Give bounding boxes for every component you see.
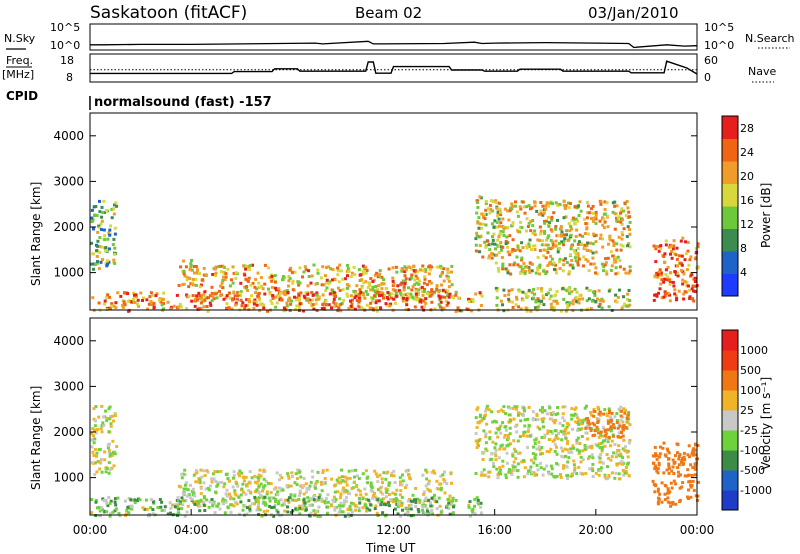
colorbar-swatch-2 [722, 450, 738, 471]
colorbar-swatch-1 [722, 251, 738, 274]
colorbar-tick-3: 25 [740, 404, 754, 417]
echo-region-0 [90, 404, 119, 476]
cpid-program-text: normalsound (fast) -157 [94, 95, 272, 110]
frequency-frame [89, 53, 698, 83]
nsearch-label: N.Search [745, 32, 795, 45]
noise-frame [89, 23, 698, 51]
colorbar-tick-1: 8 [740, 242, 747, 255]
frequency-panel: Freq. [MHz] 18 8 60 0 Nave [2, 53, 776, 84]
power-frame [89, 112, 698, 311]
noise-right-tick-top: 10^5 [704, 21, 734, 34]
station-title: Saskatoon (fitACF) [90, 3, 247, 23]
colorbar-tick-2: 100 [740, 384, 761, 397]
colorbar-swatch-7 [722, 350, 738, 371]
xtick-label-0: 00:00 [73, 523, 108, 537]
colorbar-tick-7: -1000 [740, 484, 772, 497]
echo-region-2 [90, 495, 483, 518]
nave-label: Nave [748, 65, 776, 78]
ytick-label-3: 4000 [53, 129, 84, 143]
echo-region-4 [474, 195, 503, 260]
colorbar-swatch-3 [722, 206, 738, 229]
power-colorbar-label: Power [dB] [759, 183, 773, 248]
ytick-label-0: 1000 [53, 471, 84, 485]
nave-tick-top: 60 [704, 54, 718, 67]
colorbar-tick-0: 1000 [740, 344, 768, 357]
time-axis-label: Time UT [365, 541, 416, 554]
colorbar-tick-0: 4 [740, 266, 747, 279]
colorbar-tick-3: 16 [740, 194, 754, 207]
colorbar-swatch-8 [722, 330, 738, 351]
colorbar-tick-5: -100 [740, 444, 765, 457]
noise-panel: N.Sky 10^5 10^0 10^5 10^0 N.Search [4, 21, 795, 52]
freq-label: Freq. [6, 54, 33, 67]
noise-left-tick-bottom: 10^0 [50, 39, 80, 52]
xtick-label-1: 04:00 [174, 523, 209, 537]
echo-region-2 [191, 263, 454, 303]
xtick-label-3: 12:00 [376, 523, 411, 537]
colorbar-swatch-6 [722, 138, 738, 162]
freq-unit-label: [MHz] [2, 68, 34, 81]
colorbar-frame [721, 329, 739, 511]
cpid-label: CPID [6, 89, 38, 103]
ytick-label-1: 2000 [53, 220, 84, 234]
xtick-label-5: 20:00 [579, 523, 614, 537]
noise-left-tick-top: 10^5 [50, 21, 80, 34]
power-panel: Slant Range [km] 1000 2000 3000 4000 4 8 12 16… [29, 112, 773, 313]
echo-region-3 [474, 404, 632, 481]
colorbar-swatch-5 [722, 161, 738, 184]
colorbar-swatch-0 [722, 490, 738, 511]
colorbar-swatch-2 [722, 228, 738, 252]
colorbar-tick-4: -25 [740, 424, 758, 437]
xtick-label-6: 00:00 [680, 523, 715, 537]
ytick-label-0: 1000 [53, 266, 84, 280]
velocity-ylabel: Slant Range [km] [29, 386, 43, 490]
date-title: 03/Jan/2010 [588, 4, 679, 22]
xtick-label-2: 08:00 [275, 523, 310, 537]
colorbar-swatch-4 [722, 410, 738, 431]
echo-region-5 [494, 199, 632, 276]
colorbar-swatch-1 [722, 470, 738, 491]
colorbar-tick-1: 500 [740, 364, 761, 377]
colorbar-swatch-4 [722, 183, 738, 207]
ytick-label-2: 3000 [53, 379, 84, 393]
colorbar-frame [721, 115, 739, 297]
echo-region-1 [177, 259, 194, 289]
echo-region-4 [584, 409, 630, 439]
velocity-colorbar-label: Velocity [m s⁻¹] [759, 377, 773, 470]
colorbar-tick-6: -500 [740, 464, 765, 477]
ytick-label-1: 2000 [53, 425, 84, 439]
echo-region-3 [91, 290, 484, 313]
noise-right-tick-bottom: 10^0 [704, 39, 734, 52]
beam-title: Beam 02 [355, 4, 422, 22]
freq-tick-bottom: 8 [66, 71, 73, 84]
ytick-label-2: 3000 [53, 174, 84, 188]
ytick-label-3: 4000 [53, 334, 84, 348]
echo-region-0 [90, 199, 119, 271]
colorbar-tick-4: 20 [740, 170, 754, 183]
colorbar-swatch-7 [722, 116, 738, 139]
echo-region-5 [651, 441, 700, 508]
colorbar-swatch-3 [722, 430, 738, 451]
nsky-label: N.Sky [4, 32, 36, 45]
nsky-series-line [90, 40, 698, 49]
velocity-panel: Slant Range [km] 1000 2000 3000 4000 00:00 0… [29, 317, 773, 554]
colorbar-swatch-6 [722, 370, 738, 391]
nave-tick-bottom: 0 [704, 71, 711, 84]
frequency-series-line [90, 60, 698, 75]
power-ylabel: Slant Range [km] [29, 182, 43, 286]
colorbar-swatch-5 [722, 390, 738, 411]
colorbar-swatch-0 [722, 273, 738, 297]
colorbar-tick-6: 28 [740, 122, 754, 135]
freq-tick-top: 18 [60, 54, 74, 67]
colorbar-tick-5: 24 [740, 146, 754, 159]
echo-region-7 [652, 236, 700, 303]
echo-region-6 [494, 286, 632, 313]
xtick-label-4: 16:00 [477, 523, 512, 537]
colorbar-tick-2: 12 [740, 218, 754, 231]
